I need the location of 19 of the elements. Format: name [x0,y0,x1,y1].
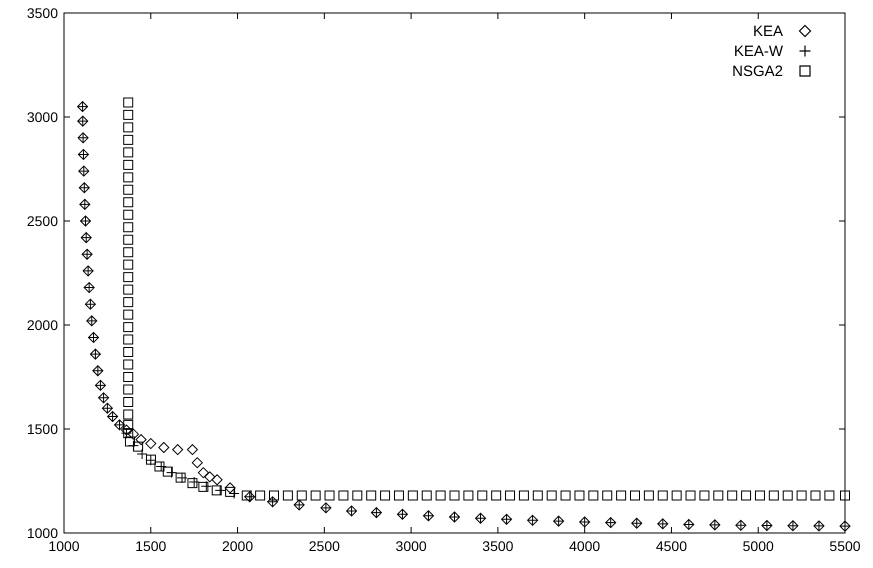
y-tick-label: 3500 [26,5,58,21]
x-tick-label: 5500 [829,538,861,554]
x-tick-label: 1000 [48,538,80,554]
y-tick-label: 2000 [26,317,58,333]
x-tick-label: 2500 [308,538,340,554]
legend-label: NSGA2 [732,63,783,80]
y-tick-label: 2500 [26,213,58,229]
x-tick-label: 3000 [396,538,427,554]
x-tick-label: 3500 [482,538,514,554]
legend-label: KEA-W [734,43,784,60]
y-tick-label: 1000 [26,525,58,541]
legend-label: KEA [752,23,783,40]
y-tick-label: 3000 [26,109,58,125]
x-tick-label: 4500 [656,538,688,554]
y-tick-label: 1500 [26,421,58,437]
x-tick-label: 5000 [742,538,774,554]
x-tick-label: 2000 [222,538,254,554]
x-tick-label: 1500 [135,538,167,554]
x-tick-label: 4000 [569,538,600,554]
